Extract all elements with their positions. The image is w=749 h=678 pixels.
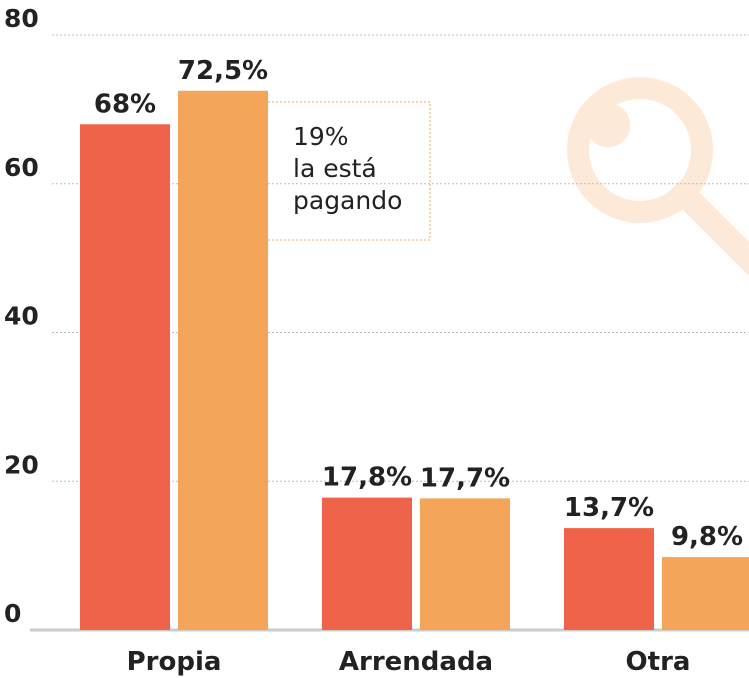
value-label: 72,5% bbox=[178, 56, 268, 86]
x-tick-label: Propia bbox=[127, 647, 222, 677]
bar bbox=[322, 498, 412, 630]
y-tick-label: 0 bbox=[4, 599, 21, 628]
y-tick-label: 80 bbox=[4, 4, 39, 33]
value-label: 68% bbox=[94, 89, 156, 119]
value-label: 17,8% bbox=[322, 463, 412, 493]
bar bbox=[564, 528, 654, 630]
x-tick-label: Arrendada bbox=[339, 647, 493, 677]
value-label: 17,7% bbox=[420, 463, 510, 493]
chart: 0 20 40 60 80 19% la está pagando Propia 68% 72,5%… bbox=[0, 0, 749, 678]
value-label: 9,8% bbox=[671, 522, 743, 552]
x-tick-label: Otra bbox=[626, 647, 691, 677]
annotation-text: pagando bbox=[293, 186, 402, 215]
bar bbox=[178, 91, 268, 630]
annotation-text: 19% bbox=[293, 122, 349, 151]
bar bbox=[662, 557, 749, 630]
y-tick-label: 40 bbox=[4, 302, 39, 331]
annotation-text: la está bbox=[293, 154, 377, 183]
key-illustration bbox=[552, 62, 749, 441]
value-label: 13,7% bbox=[564, 493, 654, 523]
bar bbox=[80, 124, 170, 630]
y-tick-label: 60 bbox=[4, 153, 39, 182]
y-tick-label: 20 bbox=[4, 450, 39, 479]
bar bbox=[420, 498, 510, 630]
